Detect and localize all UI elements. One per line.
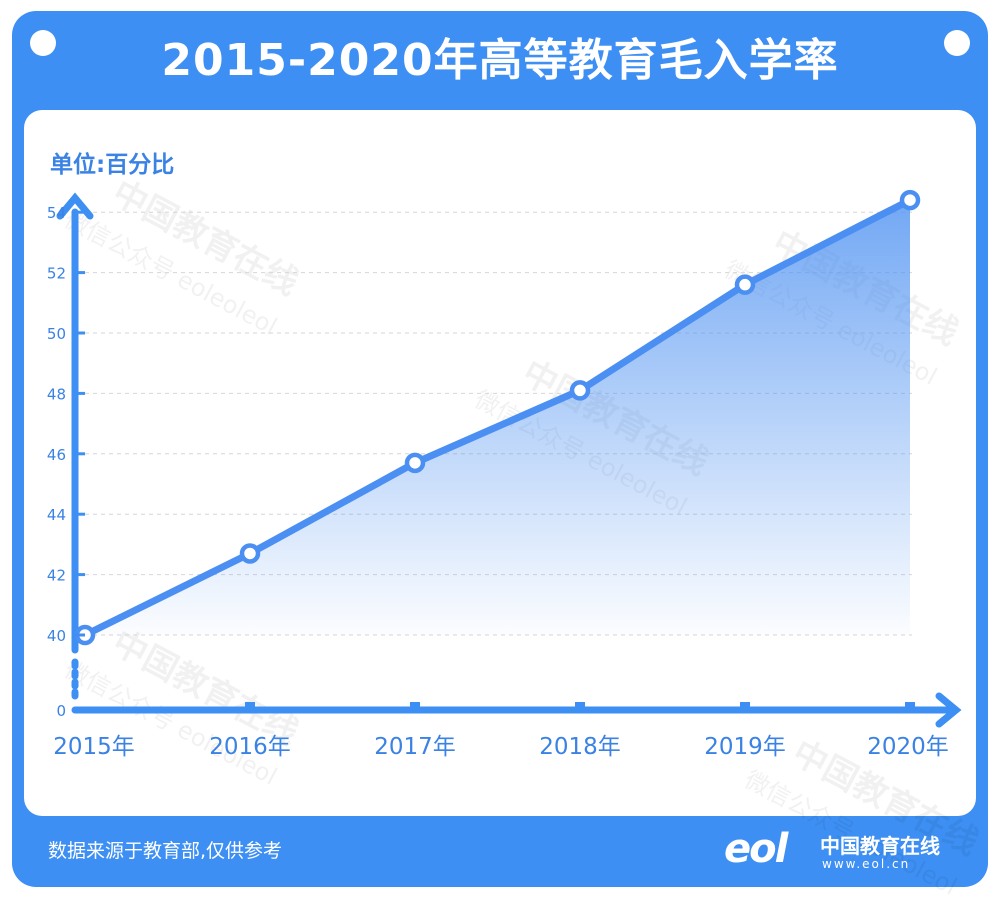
- y-tick-label: 42: [47, 567, 66, 585]
- eol-logo: eol: [724, 826, 788, 872]
- x-tick-label: 2016年: [209, 734, 291, 760]
- corner-dot-left: [30, 30, 56, 56]
- x-axis-arrow: [935, 692, 962, 728]
- y-axis-arrow: [56, 192, 94, 220]
- x-tick: [410, 702, 420, 710]
- area-fill: [85, 200, 910, 635]
- data-source-note: 数据来源于教育部,仅供参考: [48, 840, 283, 862]
- y-tick-label: 0: [56, 702, 66, 720]
- x-tick-label: 2019年: [704, 734, 786, 760]
- y-tick-label: 54: [47, 204, 66, 222]
- x-tick: [905, 702, 915, 710]
- y-tick-label: 44: [47, 506, 66, 524]
- x-tick-label: 2017年: [374, 734, 456, 760]
- chart-title: 2015-2020年高等教育毛入学率: [161, 35, 839, 86]
- data-point: [734, 274, 756, 295]
- y-tick-label: 40: [47, 627, 66, 645]
- x-tick: [245, 702, 255, 710]
- data-point: [899, 189, 921, 211]
- unit-label: 单位:百分比: [50, 151, 174, 178]
- corner-dot-right: [944, 30, 970, 56]
- y-tick-label: 50: [47, 325, 66, 343]
- logo-site-name: 中国教育在线: [820, 834, 940, 858]
- series-line: [81, 196, 914, 639]
- data-point: [239, 543, 261, 564]
- logo-url: www.eol.cn: [822, 857, 911, 871]
- x-tick-label: 2015年: [53, 734, 135, 760]
- y-tick-label: 52: [47, 265, 66, 283]
- x-tick: [740, 702, 750, 710]
- y-tick-label: 48: [47, 385, 66, 403]
- x-tick: [575, 702, 585, 710]
- x-tick-label: 2020年: [867, 734, 949, 760]
- data-point: [404, 452, 426, 474]
- data-point: [569, 380, 591, 401]
- x-tick-label: 2018年: [539, 734, 621, 760]
- y-tick-label: 46: [47, 446, 66, 464]
